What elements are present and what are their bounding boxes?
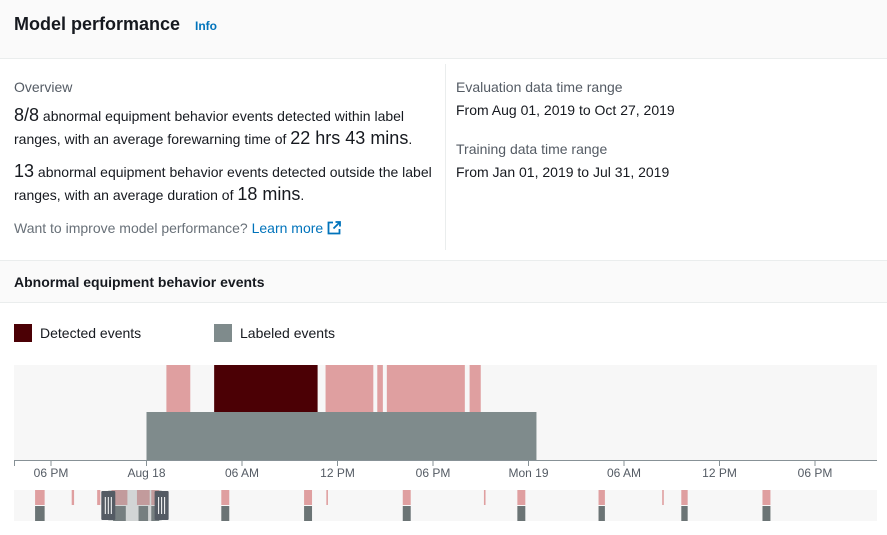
legend-detected-label: Detected events <box>40 325 142 341</box>
column-divider <box>445 64 446 250</box>
overview-labeled-mark <box>517 506 526 521</box>
training-range-label: Training data time range <box>456 141 608 157</box>
overview-labeled-mark <box>113 506 126 521</box>
overview-right-column: Evaluation data time range From Aug 01, … <box>456 78 876 182</box>
legend-detected[interactable]: Detected events <box>14 324 141 342</box>
detected-event-bar[interactable] <box>469 365 481 412</box>
detected-event-bar[interactable] <box>386 365 465 412</box>
training-range-value: From Jan 01, 2019 to Jul 31, 2019 <box>456 164 670 180</box>
average-duration-value: 18 mins <box>237 184 301 204</box>
x-tick-label: 06 AM <box>607 466 641 480</box>
detected-within-stat: 8/8 abnormal equipment behavior events d… <box>14 104 434 150</box>
overview-detected-mark <box>517 490 526 505</box>
legend-labeled[interactable]: Labeled events <box>214 324 335 342</box>
overview-detected-mark <box>483 490 486 505</box>
overview-labeled-mark <box>138 506 149 521</box>
external-link-icon <box>327 221 342 235</box>
detected-event-bar[interactable] <box>377 365 383 412</box>
x-tick-label: 06 PM <box>34 466 69 480</box>
overview-detected-mark <box>35 490 45 505</box>
info-link[interactable]: Info <box>195 19 217 33</box>
evaluation-range-value: From Aug 01, 2019 to Oct 27, 2019 <box>456 102 675 118</box>
overview-labeled-mark <box>762 506 771 521</box>
overview-detected-mark <box>97 490 101 505</box>
learn-more-link[interactable]: Learn more <box>252 220 342 236</box>
overview-label: Overview <box>14 79 73 95</box>
x-tick-label: 06 PM <box>798 466 833 480</box>
detected-event-bar[interactable] <box>325 365 374 412</box>
detected-outside-text: abnormal equipment behavior events detec… <box>14 164 432 203</box>
detected-outside-count: 13 <box>14 161 35 181</box>
overview-detected-mark <box>762 490 771 505</box>
overview-left-column: Overview 8/8 abnormal equipment behavior… <box>14 78 434 238</box>
legend-labeled-label: Labeled events <box>240 325 335 341</box>
x-tick-label: 12 PM <box>702 466 737 480</box>
x-tick-label: Mon 19 <box>508 466 548 480</box>
x-tick-label: 06 AM <box>225 466 259 480</box>
labeled-swatch <box>214 324 232 342</box>
overview-detected-mark <box>136 490 150 505</box>
overview-detected-mark <box>662 490 664 505</box>
overview-detected-mark <box>598 490 605 505</box>
model-performance-header: Model performance Info <box>0 0 887 59</box>
improve-prompt: Want to improve model performance? Learn… <box>14 218 434 238</box>
detected-swatch <box>14 324 32 342</box>
forewarning-time-value: 22 hrs 43 mins <box>290 128 409 148</box>
overview-detected-mark <box>71 490 75 505</box>
overview-detected-mark <box>326 490 328 505</box>
learn-more-label: Learn more <box>251 220 324 236</box>
labeled-event-bar[interactable] <box>146 412 537 460</box>
training-range-group: Training data time range From Jan 01, 20… <box>456 140 876 182</box>
detected-event-bar[interactable] <box>166 365 191 412</box>
detected-event-bar[interactable] <box>214 365 318 412</box>
overview-labeled-mark <box>304 506 313 521</box>
events-timeline-chart[interactable]: 06 PM Aug 18 06 AM 12 PM 06 PM Mon 19 06 AM 12 … <box>0 360 887 535</box>
x-tick-label: 12 PM <box>320 466 355 480</box>
overview-detected-mark <box>111 490 128 505</box>
overview-labeled-mark <box>598 506 605 521</box>
evaluation-range-label: Evaluation data time range <box>456 79 623 95</box>
overview-detected-mark <box>402 490 411 505</box>
overview-labeled-mark <box>681 506 688 521</box>
detected-outside-period: . <box>300 187 305 203</box>
brush-window[interactable] <box>108 490 162 521</box>
overview-labeled-mark <box>35 506 45 521</box>
x-tick-label: 06 PM <box>416 466 451 480</box>
overview-labeled-mark <box>221 506 230 521</box>
improve-text: Want to improve model performance? <box>14 220 248 236</box>
events-section-header: Abnormal equipment behavior events <box>0 260 887 303</box>
x-tick-label: Aug 18 <box>127 466 165 480</box>
detected-within-count: 8/8 <box>14 105 40 125</box>
detected-within-period: . <box>408 131 413 147</box>
overview-detected-mark <box>681 490 688 505</box>
overview-labeled-mark <box>402 506 411 521</box>
overview-detected-mark <box>221 490 230 505</box>
overview-detected-mark <box>304 490 313 505</box>
detected-outside-stat: 13 abnormal equipment behavior events de… <box>14 160 434 206</box>
events-section-title: Abnormal equipment behavior events <box>14 274 265 290</box>
detected-within-text: abnormal equipment behavior events detec… <box>14 108 405 147</box>
overview-panel: Overview 8/8 abnormal equipment behavior… <box>0 60 887 259</box>
page-title: Model performance <box>14 14 181 34</box>
